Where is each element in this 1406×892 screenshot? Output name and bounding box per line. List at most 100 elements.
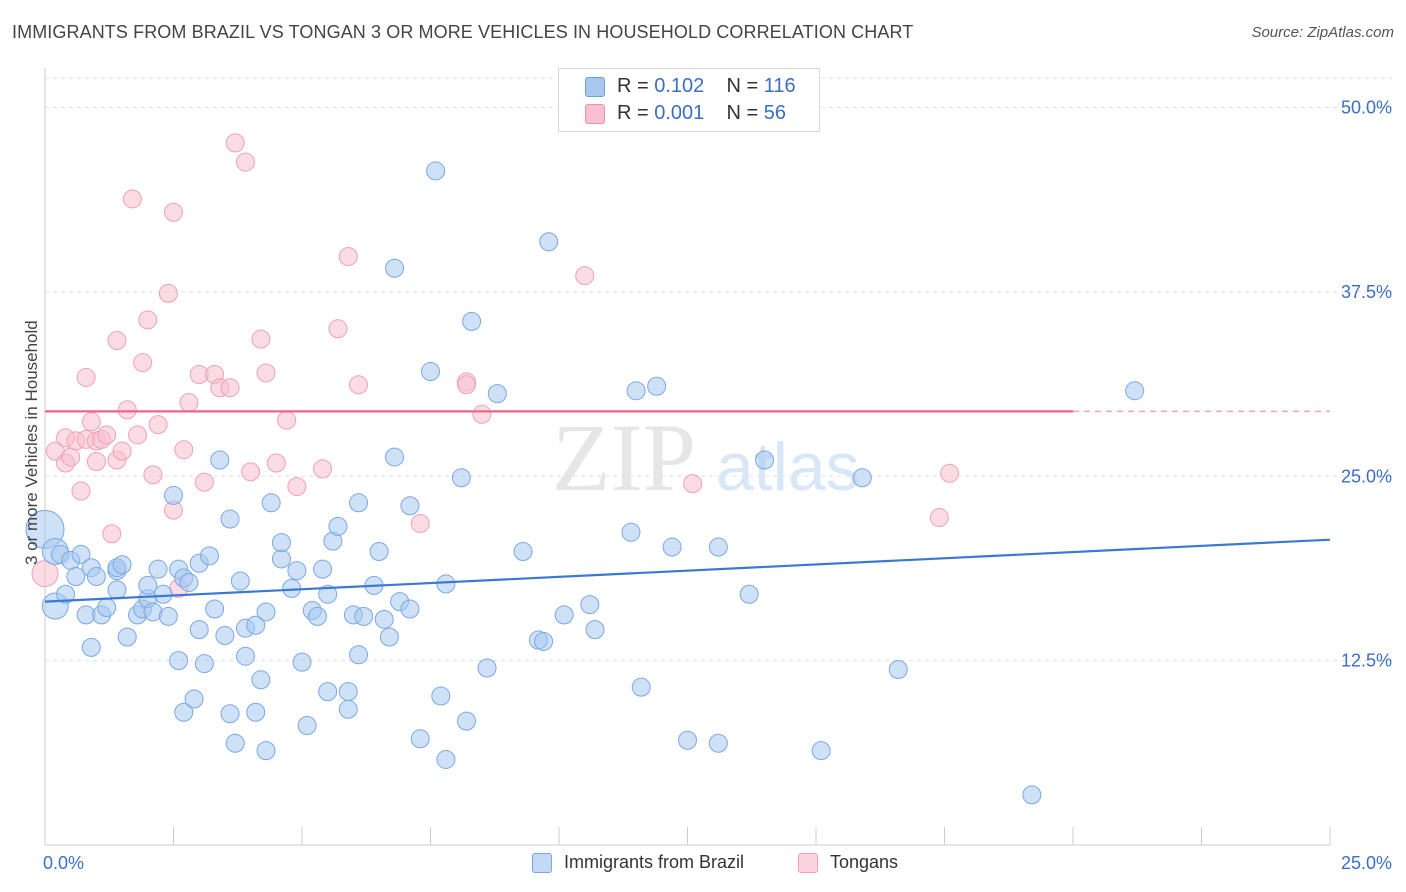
tongan-point (241, 462, 261, 482)
brazil-point (307, 606, 327, 626)
tongan-point (472, 404, 492, 424)
y-tick-label: 50.0% (1341, 98, 1392, 118)
bottom-legend-label-brazil: Immigrants from Brazil (564, 852, 745, 872)
brazil-point (246, 702, 266, 722)
brazil-point (235, 646, 255, 666)
tongan-point (107, 331, 127, 351)
brazil-point (662, 537, 682, 557)
brazil-point (220, 704, 240, 724)
tongan-point (235, 152, 255, 172)
legend-swatch-tongan (585, 104, 605, 124)
bottom-legend-swatch-brazil (532, 853, 552, 873)
brazil-point (318, 682, 338, 702)
tongan-point (456, 375, 476, 395)
correlation-legend: R = 0.102 N = 116 R = 0.001 N = 56 (558, 68, 820, 132)
legend-r-value-tongan: 0.001 (654, 102, 705, 124)
brazil-point (811, 741, 831, 761)
trend-lines (44, 410, 1331, 603)
tongan-point (71, 481, 91, 501)
bottom-legend-label-tongan: Tongans (830, 852, 899, 872)
brazil-point (379, 627, 399, 647)
brazil-point (184, 689, 204, 709)
tongan-point (349, 375, 369, 395)
tongan-point (128, 425, 148, 445)
watermark-zip: ZIP (552, 404, 696, 511)
brazil-point (205, 599, 225, 619)
tongan-point (138, 310, 158, 330)
brazil-point (436, 749, 456, 769)
brazil-point (539, 232, 559, 252)
brazil-point (174, 702, 194, 722)
brazil-point (112, 555, 132, 575)
tongan-point (194, 472, 214, 492)
brazil-point (86, 567, 106, 587)
tongan-point (328, 319, 348, 339)
brazil-point (338, 699, 358, 719)
legend-swatch-brazil (585, 77, 605, 97)
brazil-point (580, 595, 600, 615)
brazil-point (585, 620, 605, 640)
brazil-point (349, 493, 369, 513)
bottom-legend-swatch-tongan (798, 853, 818, 873)
brazil-point (456, 711, 476, 731)
tongan-point (86, 452, 106, 471)
brazil-point (338, 682, 358, 702)
brazil-point (169, 651, 189, 671)
brazil-point (230, 571, 250, 591)
brazil-point (313, 559, 333, 579)
tongan-point (179, 393, 199, 412)
brazil-point (66, 567, 86, 587)
y-tick-label: 12.5% (1341, 651, 1392, 671)
brazil-point (256, 741, 276, 761)
brazil-point (97, 598, 117, 618)
brazil-point (621, 522, 641, 542)
tongan-point (117, 400, 137, 420)
data-points (25, 133, 1145, 805)
brazil-point (755, 450, 775, 470)
tongan-point (338, 246, 358, 266)
brazil-point (164, 485, 183, 505)
brazil-point (462, 311, 482, 331)
brazil-point (251, 670, 271, 690)
brazil-point (287, 561, 307, 581)
brazil-point (385, 447, 405, 467)
brazil-point (369, 541, 389, 561)
brazil-point (739, 584, 759, 604)
tongan-point (112, 441, 132, 461)
brazil-point (261, 493, 281, 513)
brazil-point (487, 384, 507, 404)
brazil-point (107, 580, 127, 600)
brazil-point (220, 509, 240, 529)
tongan-point (158, 283, 178, 303)
brazil-point (1022, 785, 1042, 805)
legend-n-value-brazil: 116 (763, 75, 796, 97)
brazil-point (374, 609, 394, 629)
watermark: ZIP atlas (552, 404, 860, 511)
tongan-point (929, 508, 949, 528)
brazil-point (318, 584, 338, 604)
y-axis-label: 3 or more Vehicles in Household (22, 320, 41, 565)
brazil-trend-line (44, 538, 1331, 603)
tongan-point (251, 329, 271, 349)
tongan-point (277, 410, 297, 430)
tongan-point (164, 202, 183, 222)
brazil-point (708, 537, 728, 557)
brazil-point (410, 729, 430, 749)
brazil-point (678, 730, 697, 750)
axes (44, 68, 1331, 846)
tongan-point (133, 353, 153, 373)
brazil-point (852, 468, 872, 488)
brazil-point (647, 376, 667, 396)
tongan-point (220, 378, 240, 398)
x-tick-label: 25.0% (1341, 853, 1392, 873)
tongan-point (61, 447, 81, 467)
x-tick-label: 0.0% (43, 853, 84, 873)
brazil-point (271, 549, 291, 569)
brazil-point (385, 258, 405, 278)
brazil-point (554, 605, 574, 625)
legend-r-value-brazil: 0.102 (654, 75, 705, 97)
tongan-point (256, 363, 276, 383)
brazil-point (477, 658, 497, 678)
brazil-point (246, 615, 266, 635)
